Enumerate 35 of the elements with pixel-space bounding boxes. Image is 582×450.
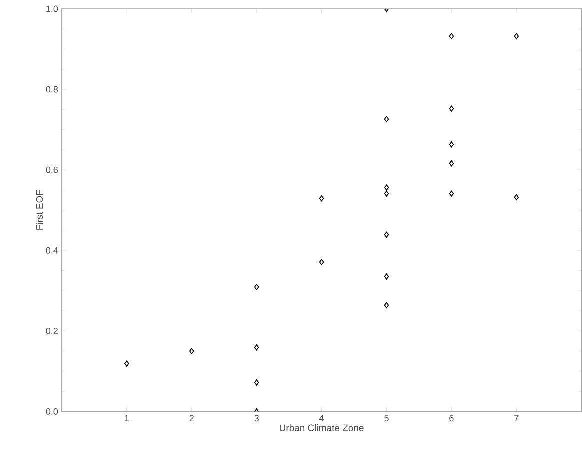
y-tick-label: 0.2 <box>46 328 58 335</box>
y-tick-label: 0.6 <box>46 167 58 174</box>
x-tick-label: 5 <box>384 415 389 422</box>
point <box>319 196 324 202</box>
x-tick-label: 7 <box>514 415 519 422</box>
point <box>254 380 260 386</box>
point <box>449 33 454 40</box>
point <box>254 284 260 290</box>
point <box>319 259 324 266</box>
point <box>189 348 194 355</box>
point <box>384 116 390 123</box>
y-tick-label: 0.4 <box>46 248 58 254</box>
point <box>384 184 390 192</box>
point <box>514 33 520 40</box>
point <box>124 360 130 367</box>
y-tick-label: 0.8 <box>46 86 58 93</box>
y-tick-label: 0.0 <box>46 408 58 416</box>
x-axis-title: Urban Climate Zone <box>280 424 364 432</box>
point <box>449 106 454 112</box>
point <box>449 160 454 167</box>
point <box>384 302 390 309</box>
point <box>449 142 454 148</box>
x-tick-label: 4 <box>319 415 324 422</box>
point <box>384 274 390 280</box>
x-tick-label: 6 <box>450 415 454 422</box>
point <box>449 190 454 198</box>
point <box>514 194 520 201</box>
x-tick-label: 1 <box>125 415 129 422</box>
y-axis-title: First EOF <box>36 190 44 230</box>
x-tick-label: 2 <box>190 415 194 422</box>
point <box>384 190 390 198</box>
y-tick-label: 1.0 <box>46 6 58 12</box>
point <box>384 232 390 238</box>
point <box>254 344 260 351</box>
x-tick-label: 3 <box>254 415 259 422</box>
